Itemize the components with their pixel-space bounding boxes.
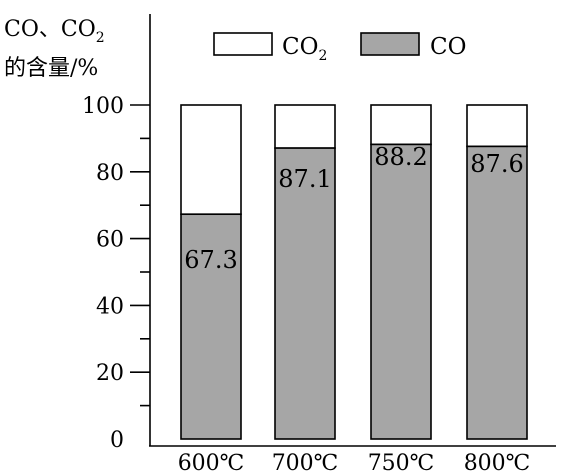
bar-co2-2 bbox=[370, 104, 432, 146]
legend-label-co: CO bbox=[430, 34, 466, 60]
y-tick-label: 80 bbox=[96, 161, 124, 186]
data-label-2: 88.2 bbox=[374, 143, 427, 171]
y-tick-label: 40 bbox=[96, 294, 124, 319]
y-tick-label: 20 bbox=[96, 361, 124, 386]
legend-swatch-co2 bbox=[213, 32, 273, 56]
bar-co2-1 bbox=[274, 104, 336, 149]
data-label-0: 67.3 bbox=[184, 246, 237, 274]
y-axis-title-line2: 的含量/% bbox=[4, 56, 98, 81]
legend-swatch-co bbox=[360, 32, 420, 56]
bar-co-2 bbox=[370, 143, 432, 440]
data-label-1: 87.1 bbox=[278, 165, 331, 193]
y-axis-title-line1: CO、CO2 bbox=[4, 17, 105, 46]
x-category-label-3: 800℃ bbox=[464, 451, 531, 473]
x-category-label-1: 700℃ bbox=[272, 451, 339, 473]
y-axis-ticks: 0 20 40 60 80 100 bbox=[82, 94, 150, 453]
legend-label-co2-subscript: 2 bbox=[318, 48, 327, 64]
bar-co-0 bbox=[180, 213, 242, 440]
data-label-3: 87.6 bbox=[470, 150, 523, 178]
x-axis-categories: 600℃ 700℃ 750℃ 800℃ bbox=[178, 451, 531, 473]
y-tick-label: 0 bbox=[110, 428, 124, 453]
bar-co2-0 bbox=[180, 104, 242, 216]
y-tick-label: 100 bbox=[82, 94, 124, 119]
bar-co2-3 bbox=[466, 104, 528, 148]
x-category-label-2: 750℃ bbox=[368, 451, 435, 473]
y-axis-title-subscript: 2 bbox=[96, 30, 105, 46]
bar-co-3 bbox=[466, 145, 528, 440]
legend: CO2 CO bbox=[213, 32, 466, 64]
legend-label-co2: CO2 bbox=[282, 34, 327, 64]
bars: 67.3 87.1 88.2 87.6 bbox=[180, 104, 528, 440]
y-tick-label: 60 bbox=[96, 228, 124, 253]
bar-co-1 bbox=[274, 147, 336, 440]
x-category-label-0: 600℃ bbox=[178, 451, 245, 473]
